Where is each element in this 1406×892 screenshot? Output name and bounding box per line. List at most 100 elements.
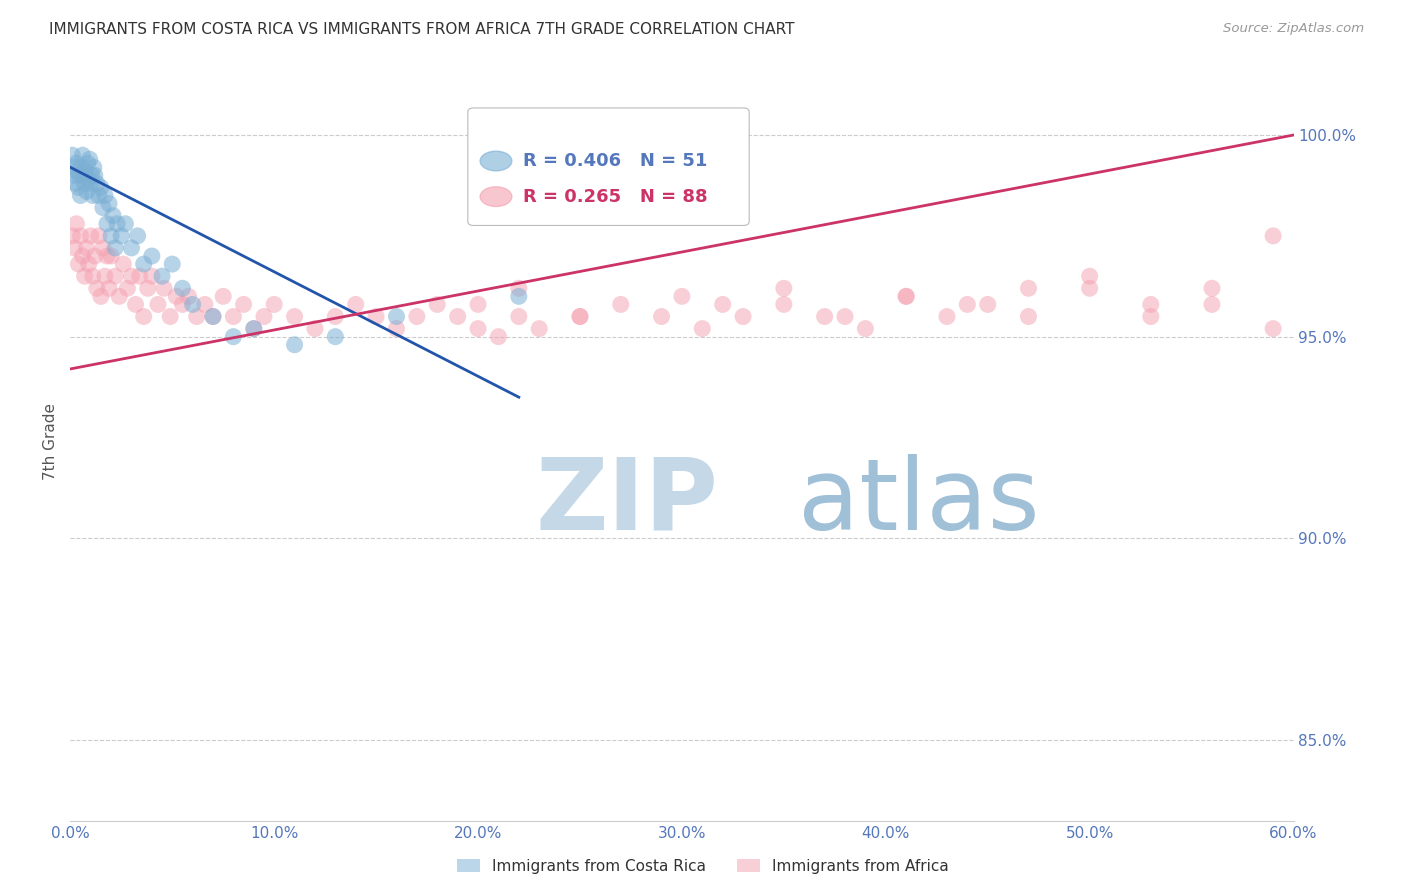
Point bbox=[834, 310, 856, 324]
Point bbox=[1078, 269, 1101, 284]
Point bbox=[76, 241, 98, 255]
Point bbox=[69, 169, 91, 183]
Point bbox=[67, 257, 90, 271]
Point bbox=[117, 281, 139, 295]
Point bbox=[1078, 281, 1101, 295]
Point bbox=[304, 321, 326, 335]
Point bbox=[65, 156, 87, 170]
Point bbox=[1263, 228, 1285, 243]
Point bbox=[128, 269, 150, 284]
Point bbox=[69, 228, 91, 243]
Point bbox=[60, 148, 83, 162]
Point bbox=[1139, 310, 1161, 324]
Point bbox=[94, 188, 117, 202]
Point bbox=[1201, 281, 1223, 295]
Point bbox=[177, 289, 200, 303]
Point bbox=[467, 321, 489, 335]
Text: atlas: atlas bbox=[799, 454, 1040, 550]
Circle shape bbox=[479, 186, 512, 206]
Point bbox=[79, 177, 103, 191]
Text: R = 0.406   N = 51: R = 0.406 N = 51 bbox=[523, 152, 707, 170]
Point bbox=[855, 321, 877, 335]
Point bbox=[323, 310, 347, 324]
Text: R = 0.265   N = 88: R = 0.265 N = 88 bbox=[523, 187, 707, 206]
Point bbox=[529, 321, 551, 335]
Point bbox=[172, 297, 194, 311]
Point bbox=[82, 188, 104, 202]
Point bbox=[63, 169, 86, 183]
Point bbox=[671, 289, 693, 303]
Point bbox=[82, 269, 104, 284]
Point bbox=[202, 310, 225, 324]
Point bbox=[110, 228, 132, 243]
Point bbox=[121, 269, 143, 284]
Point bbox=[773, 281, 796, 295]
Point bbox=[385, 321, 408, 335]
Point bbox=[114, 217, 136, 231]
Point bbox=[94, 269, 117, 284]
Point bbox=[508, 310, 530, 324]
Point bbox=[610, 297, 633, 311]
Point bbox=[127, 228, 149, 243]
Point bbox=[66, 164, 89, 178]
Point bbox=[894, 289, 917, 303]
Point bbox=[447, 310, 470, 324]
Point bbox=[731, 310, 754, 324]
Point bbox=[72, 148, 94, 162]
Point bbox=[76, 185, 98, 199]
Point bbox=[650, 310, 672, 324]
Point bbox=[87, 188, 110, 202]
Point bbox=[936, 310, 959, 324]
Point bbox=[104, 269, 127, 284]
Point bbox=[284, 337, 307, 351]
Point bbox=[159, 310, 181, 324]
Point bbox=[136, 281, 159, 295]
Point bbox=[77, 257, 100, 271]
Point bbox=[141, 249, 163, 263]
Point bbox=[69, 188, 91, 202]
Point bbox=[98, 196, 121, 211]
Point bbox=[172, 281, 194, 295]
Point bbox=[132, 257, 155, 271]
Point bbox=[956, 297, 979, 311]
Point bbox=[96, 249, 118, 263]
Legend: Immigrants from Costa Rica, Immigrants from Africa: Immigrants from Costa Rica, Immigrants f… bbox=[451, 853, 955, 880]
Point bbox=[90, 180, 112, 194]
Point bbox=[98, 281, 121, 295]
Point bbox=[67, 180, 90, 194]
Point bbox=[83, 161, 105, 175]
Point bbox=[153, 281, 176, 295]
Text: IMMIGRANTS FROM COSTA RICA VS IMMIGRANTS FROM AFRICA 7TH GRADE CORRELATION CHART: IMMIGRANTS FROM COSTA RICA VS IMMIGRANTS… bbox=[49, 22, 794, 37]
Point bbox=[232, 297, 254, 311]
Point bbox=[63, 241, 86, 255]
Point bbox=[323, 329, 347, 343]
Point bbox=[83, 249, 105, 263]
Point bbox=[87, 228, 110, 243]
Point bbox=[488, 329, 510, 343]
Point bbox=[568, 310, 592, 324]
Point bbox=[75, 164, 97, 178]
Point bbox=[86, 177, 108, 191]
Point bbox=[467, 297, 489, 311]
Point bbox=[976, 297, 998, 311]
Point bbox=[101, 209, 124, 223]
Point bbox=[162, 257, 183, 271]
Y-axis label: 7th Grade: 7th Grade bbox=[44, 403, 59, 480]
Point bbox=[105, 217, 128, 231]
Point bbox=[91, 241, 114, 255]
Point bbox=[186, 310, 208, 324]
Point bbox=[263, 297, 285, 311]
Point bbox=[132, 310, 155, 324]
Point bbox=[426, 297, 449, 311]
Text: Source: ZipAtlas.com: Source: ZipAtlas.com bbox=[1223, 22, 1364, 36]
Point bbox=[73, 177, 96, 191]
Point bbox=[366, 310, 388, 324]
Point bbox=[222, 329, 245, 343]
Point bbox=[222, 310, 245, 324]
Point bbox=[894, 289, 917, 303]
Point bbox=[692, 321, 714, 335]
Point bbox=[568, 310, 592, 324]
Text: ZIP: ZIP bbox=[536, 454, 718, 550]
Point bbox=[711, 297, 734, 311]
Point bbox=[813, 310, 835, 324]
